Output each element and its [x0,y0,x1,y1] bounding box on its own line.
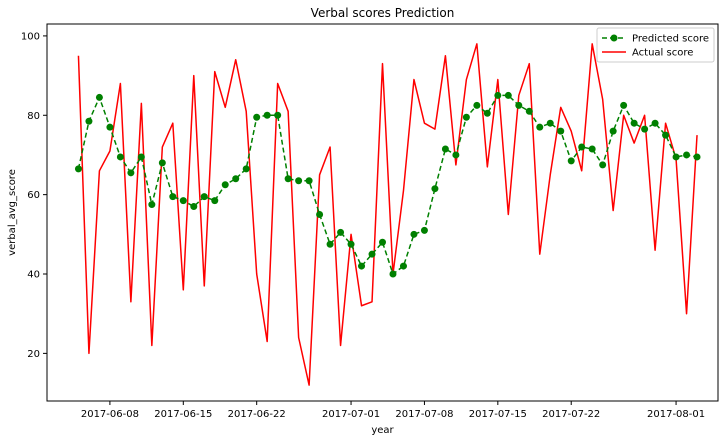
actual-score-line [77,43,698,386]
predicted-score-point [410,230,418,238]
predicted-score-point [515,101,523,109]
predicted-score-point [221,181,229,189]
legend-label-predicted: Predicted score [632,34,709,45]
predicted-score-point [253,113,261,121]
predicted-score-point [295,177,303,185]
predicted-score-point [85,117,93,125]
predicted-score-point [662,131,670,139]
predicted-score-point [274,111,282,119]
predicted-score-point [641,125,649,133]
predicted-score-point [127,169,135,177]
predicted-score-point [536,123,544,131]
predicted-score-point [494,91,502,99]
predicted-score-point [473,101,481,109]
predicted-score-point [95,93,103,101]
y-tick-label: 100 [21,31,40,42]
x-tick-label: 2017-06-08 [81,409,139,420]
predicted-score-point [420,226,428,234]
x-axis: 2017-06-08 2017-06-15 2017-06-22 2017-07-01… [81,401,705,420]
y-axis-label: verbal_avg_score [7,169,18,256]
predicted-score-point [651,119,659,127]
y-tick-label: 60 [27,190,40,201]
predicted-score-point [483,109,491,117]
x-tick-label: 2017-08-01 [647,409,705,420]
predicted-score-point [74,165,82,173]
predicted-score-point [431,185,439,193]
predicted-score-point [326,240,334,248]
predicted-score-point [232,175,240,183]
predicted-score-point [441,145,449,153]
x-tick-label: 2017-06-22 [228,409,286,420]
predicted-score-point [305,177,313,185]
predicted-score-point [609,127,617,135]
series-layer [74,43,701,386]
legend-dot-predicted [610,34,618,42]
predicted-score-point [337,228,345,236]
y-axis: 20 40 60 80 100 [21,31,47,360]
legend: Predicted score Actual score [596,27,715,63]
predicted-score-point [158,159,166,167]
legend-item-actual: Actual score [602,48,693,59]
predicted-score-point [389,270,397,278]
predicted-score-point [620,101,628,109]
predicted-score-point [630,119,638,127]
predicted-score-point [567,157,575,165]
predicted-score-point [368,250,376,258]
x-tick-label: 2017-07-15 [469,409,527,420]
predicted-score-point [200,193,208,201]
x-axis-label: year [371,425,394,436]
predicted-score-point [148,201,156,209]
x-tick-label: 2017-07-22 [542,409,600,420]
predicted-score-point [211,197,219,205]
predicted-score-point [116,153,124,161]
predicted-score-point [578,143,586,151]
predicted-score-point [358,262,366,270]
y-tick-label: 80 [27,111,40,122]
x-tick-label: 2017-07-01 [322,409,380,420]
predicted-score-point [169,193,177,201]
predicted-score-point [462,113,470,121]
predicted-score-point [588,145,596,153]
x-tick-label: 2017-07-08 [395,409,453,420]
predicted-score-point [242,165,250,173]
predicted-score-point [263,111,271,119]
y-tick-label: 20 [27,349,40,360]
predicted-score-point [504,91,512,99]
predicted-score-point [284,175,292,183]
predicted-score-point [557,127,565,135]
predicted-score-point [179,197,187,205]
predicted-score-point [316,210,324,218]
predicted-score-point [399,262,407,270]
predicted-score-point [546,119,554,127]
legend-item-predicted: Predicted score [602,34,709,45]
predicted-score-point [693,153,701,161]
legend-label-actual: Actual score [632,48,693,59]
predicted-score-point [672,153,680,161]
predicted-score-point [525,107,533,115]
predicted-score-point [452,151,460,159]
predicted-score-point [683,151,691,159]
predicted-score-point [106,123,114,131]
x-tick-label: 2017-06-15 [154,409,212,420]
chart-title: Verbal scores Prediction [311,6,455,20]
legend-box [596,27,715,63]
predicted-score-point [190,203,198,211]
predicted-score-point [347,240,355,248]
y-tick-label: 40 [27,270,40,281]
predicted-score-point [599,161,607,169]
predicted-score-point [137,153,145,161]
predicted-score-point [379,238,386,246]
